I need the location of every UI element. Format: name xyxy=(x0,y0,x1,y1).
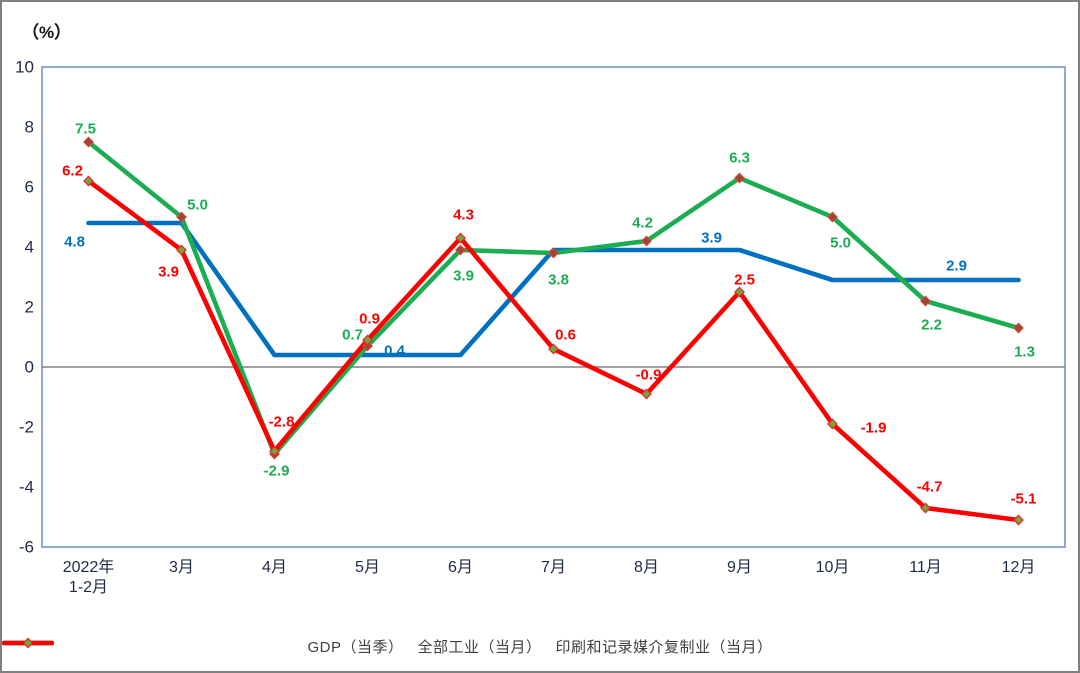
series-marker-printing xyxy=(548,343,559,355)
series-marker-printing xyxy=(83,175,94,187)
legend-item-printing: 印刷和记录媒介复制业（当月） xyxy=(2,636,773,657)
data-label-printing: 2.5 xyxy=(734,272,755,289)
y-axis-tick-label: 4 xyxy=(25,238,34,257)
x-axis-tick-label: 12月 xyxy=(1002,559,1036,576)
series-marker-industry xyxy=(176,211,187,223)
series-marker-printing xyxy=(1013,514,1024,526)
data-label-gdp: 4.8 xyxy=(64,234,85,251)
series-marker-printing xyxy=(362,334,373,346)
chart-legend: GDP（当季） 全部工业（当月） 印刷和记录媒介复制业（当月） xyxy=(2,636,1078,657)
y-axis-tick-label: 10 xyxy=(15,58,34,77)
series-marker-printing xyxy=(455,232,466,244)
y-axis-tick-label: -4 xyxy=(19,478,34,497)
data-label-industry: 3.8 xyxy=(548,272,569,289)
x-axis-tick-label: 7月 xyxy=(541,559,566,576)
data-label-industry: 7.5 xyxy=(75,121,96,138)
legend-label-industry: 全部工业（当月） xyxy=(417,639,542,656)
data-label-printing: 0.9 xyxy=(359,311,380,328)
series-marker-industry xyxy=(548,247,559,259)
data-label-gdp: 3.9 xyxy=(701,230,722,247)
x-axis-tick-label: 8月 xyxy=(634,559,659,576)
series-marker-industry xyxy=(827,211,838,223)
series-marker-industry xyxy=(1013,322,1024,334)
x-axis-tick-label: 10月 xyxy=(816,559,850,576)
legend-item-gdp: GDP（当季） xyxy=(2,636,404,657)
series-marker-printing xyxy=(827,418,838,430)
series-marker-industry xyxy=(734,172,745,184)
legend-marker-icon xyxy=(22,637,34,649)
y-axis-tick-label: -2 xyxy=(19,418,34,437)
legend-label-printing: 印刷和记录媒介复制业（当月） xyxy=(555,639,773,656)
y-axis-tick-label: 0 xyxy=(25,358,34,377)
plot-area-border xyxy=(41,66,1066,548)
y-axis-tick-label: -6 xyxy=(19,538,34,557)
series-marker-industry xyxy=(455,244,466,256)
y-axis-tick-label: 8 xyxy=(25,118,34,137)
series-marker-industry xyxy=(641,235,652,247)
data-label-printing: -2.8 xyxy=(269,414,295,431)
data-label-industry: 0.7 xyxy=(342,327,363,344)
series-marker-industry xyxy=(362,340,373,352)
data-label-industry: 5.0 xyxy=(187,197,208,214)
y-axis-unit-label: （%） xyxy=(22,23,72,42)
x-axis-tick-label: 5月 xyxy=(355,559,380,576)
data-label-industry: -2.9 xyxy=(264,463,290,480)
data-label-industry: 2.2 xyxy=(921,317,942,334)
data-label-industry: 6.3 xyxy=(729,150,750,167)
series-marker-printing xyxy=(641,388,652,400)
data-label-printing: 4.3 xyxy=(453,207,474,224)
data-label-gdp: 0.4 xyxy=(384,343,406,360)
series-marker-printing xyxy=(176,244,187,256)
series-marker-industry xyxy=(83,136,94,148)
x-axis-tick-label: 3月 xyxy=(169,559,194,576)
legend-item-industry: 全部工业（当月） xyxy=(2,636,542,657)
x-axis-tick-label: 9月 xyxy=(727,559,752,576)
data-label-printing: -5.1 xyxy=(1011,491,1037,508)
data-label-printing: -1.9 xyxy=(861,420,887,437)
data-label-printing: 6.2 xyxy=(62,163,83,180)
data-label-printing: -0.9 xyxy=(636,367,662,384)
legend-label-gdp: GDP（当季） xyxy=(307,639,404,656)
y-axis-tick-label: 6 xyxy=(25,178,34,197)
data-label-printing: 0.6 xyxy=(555,327,576,344)
y-axis-tick-label: 2 xyxy=(25,298,34,317)
series-line-industry xyxy=(86,139,1021,457)
data-label-printing: -4.7 xyxy=(917,479,943,496)
series-marker-printing xyxy=(734,286,745,298)
x-axis-tick-label: 11月 xyxy=(909,559,942,576)
data-label-industry: 4.2 xyxy=(632,215,653,232)
series-marker-printing xyxy=(269,445,280,457)
series-marker-industry xyxy=(920,295,931,307)
series-marker-printing xyxy=(920,502,931,514)
x-axis-tick-label: 6月 xyxy=(448,559,473,576)
data-label-industry: 1.3 xyxy=(1014,344,1035,361)
legend-swatch-printing xyxy=(2,637,54,649)
data-label-gdp: 2.9 xyxy=(946,258,967,275)
data-label-industry: 5.0 xyxy=(830,235,851,252)
x-axis-tick-label: 2022年 1-2月 xyxy=(63,558,115,596)
data-label-industry: 3.9 xyxy=(453,268,474,285)
data-label-printing: 3.9 xyxy=(158,264,179,281)
x-axis-tick-label: 4月 xyxy=(262,559,287,576)
